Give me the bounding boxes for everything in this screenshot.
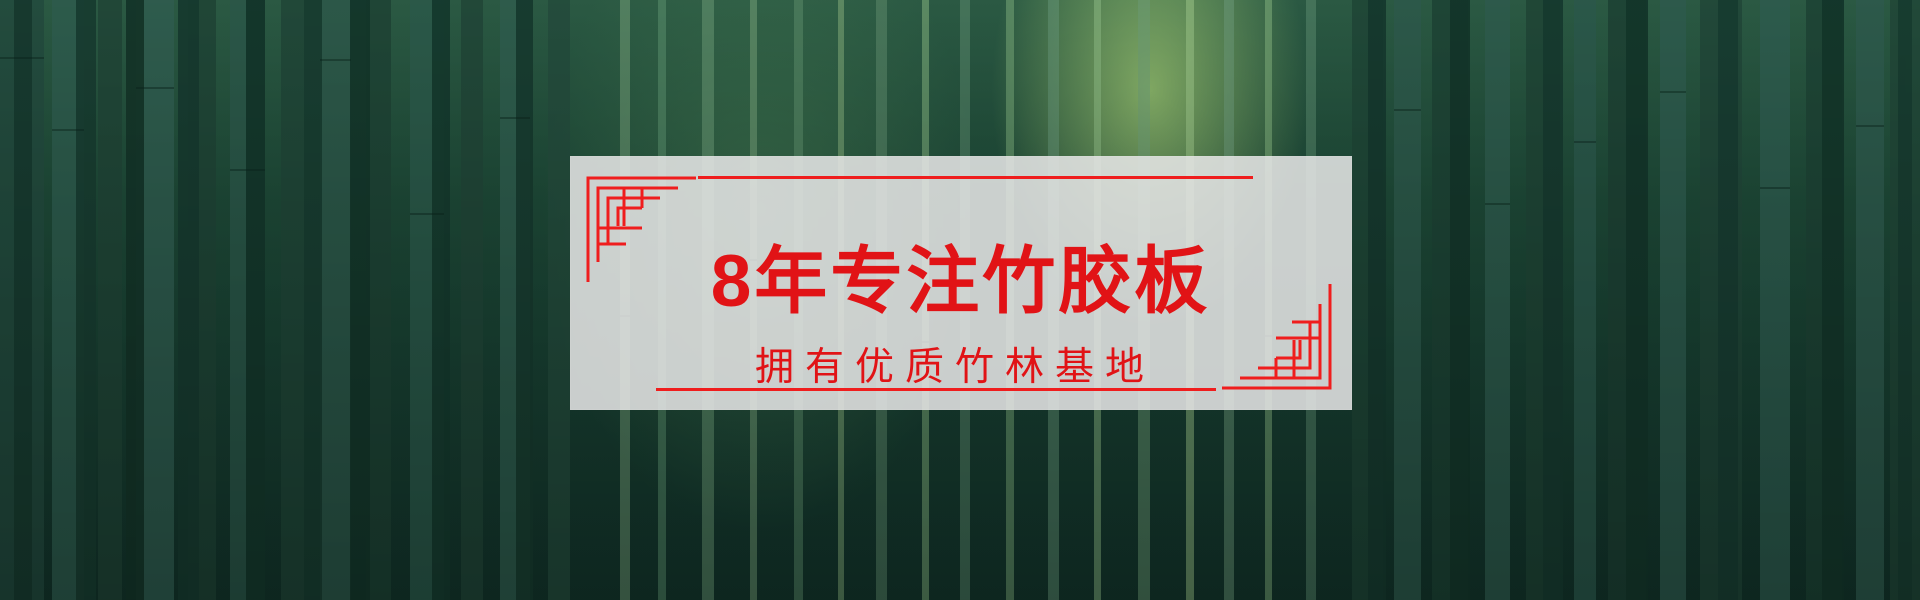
banner-headline: 8年专注竹胶板 (710, 240, 1211, 322)
top-red-divider-line (698, 176, 1253, 179)
bottom-right-red-lattice-ornament (1222, 284, 1332, 390)
banner-subheadline: 拥有优质竹林基地 (754, 346, 1155, 390)
bottom-red-divider-line (656, 388, 1216, 391)
headline-panel: 8年专注竹胶板 拥有优质竹林基地 (570, 156, 1352, 410)
top-left-red-lattice-ornament (586, 176, 696, 282)
